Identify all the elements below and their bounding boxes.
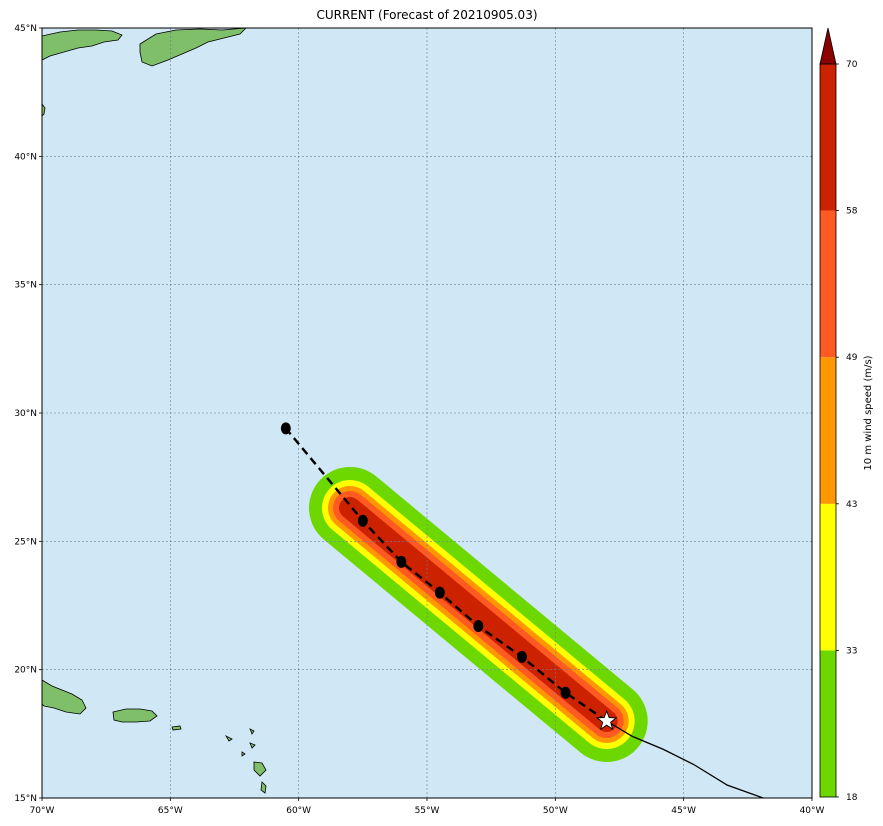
x-tick-label: 60°W <box>286 806 311 816</box>
land-island-6 <box>253 761 267 777</box>
land-island-4 <box>249 742 256 749</box>
land-island-1 <box>171 725 182 731</box>
y-tick-label: 45°N <box>14 24 37 34</box>
colorbar-frame <box>819 63 837 798</box>
forecast-point <box>560 686 571 699</box>
colorbar-tick-label: 33 <box>846 646 857 656</box>
land-newfoundland-west <box>42 29 123 61</box>
y-tick-label: 20°N <box>14 666 37 676</box>
land-cape <box>42 103 46 117</box>
gridlines <box>42 28 812 798</box>
land-newfoundland-east <box>139 28 247 67</box>
forecast-point <box>396 555 407 568</box>
y-tick-label: 25°N <box>14 537 37 547</box>
past-track-line <box>606 720 764 798</box>
swath-band-58 <box>339 496 618 732</box>
forecast-track-line <box>284 427 608 722</box>
map-area <box>42 28 812 798</box>
colorbar-extend-arrow <box>819 27 837 65</box>
forecast-points <box>280 422 571 699</box>
y-tick-label: 40°N <box>14 152 37 162</box>
y-tick-label: 35°N <box>14 281 37 291</box>
land-island-7 <box>260 781 267 794</box>
forecast-point <box>516 650 527 663</box>
colorbar: 18 33 43 49 58 70 <box>819 27 858 803</box>
x-tick-label: 45°W <box>671 806 696 816</box>
land-masses <box>42 28 267 794</box>
land-island-5 <box>241 751 246 757</box>
colorbar-band-43 <box>820 357 836 504</box>
y-tick-label: 15°N <box>14 794 37 804</box>
x-tick-label: 70°W <box>30 806 55 816</box>
colorbar-band-58 <box>820 64 836 211</box>
colorbar-tick-label: 49 <box>846 353 858 363</box>
forecast-point <box>434 586 445 599</box>
storm-tracks <box>280 422 764 798</box>
colorbar-tick-label: 18 <box>846 793 858 803</box>
land-puerto-rico <box>112 708 158 723</box>
forecast-point <box>357 514 368 527</box>
colorbar-band-33 <box>820 503 836 651</box>
colorbar-label: 10 m wind speed (m/s) <box>863 355 874 470</box>
x-tick-label: 40°W <box>800 806 825 816</box>
wind-swath <box>309 466 648 762</box>
colorbar-tick-label: 43 <box>846 500 857 510</box>
colorbar-tick-label: 58 <box>846 207 858 217</box>
forecast-point <box>473 620 484 633</box>
chart-title: CURRENT (Forecast of 20210905.03) <box>316 8 537 22</box>
land-island-2 <box>224 735 233 742</box>
land-hispaniola <box>42 679 87 715</box>
x-tick-label: 55°W <box>415 806 440 816</box>
current-position-star <box>595 709 618 731</box>
y-tick-label: 30°N <box>14 409 37 419</box>
current-position-marker <box>595 709 618 731</box>
x-axis-ticks: 70°W 65°W 60°W 55°W 50°W 45°W 40°W <box>30 798 825 816</box>
land-island-3 <box>249 728 255 735</box>
colorbar-tick-label: 70 <box>846 60 858 70</box>
colorbar-band-18 <box>820 650 836 797</box>
forecast-point <box>280 422 291 435</box>
x-tick-label: 50°W <box>543 806 568 816</box>
colorbar-band-49 <box>820 210 836 358</box>
y-axis-ticks: 15°N 20°N 25°N 30°N 35°N 40°N 45°N <box>14 24 42 804</box>
x-tick-label: 65°W <box>158 806 183 816</box>
